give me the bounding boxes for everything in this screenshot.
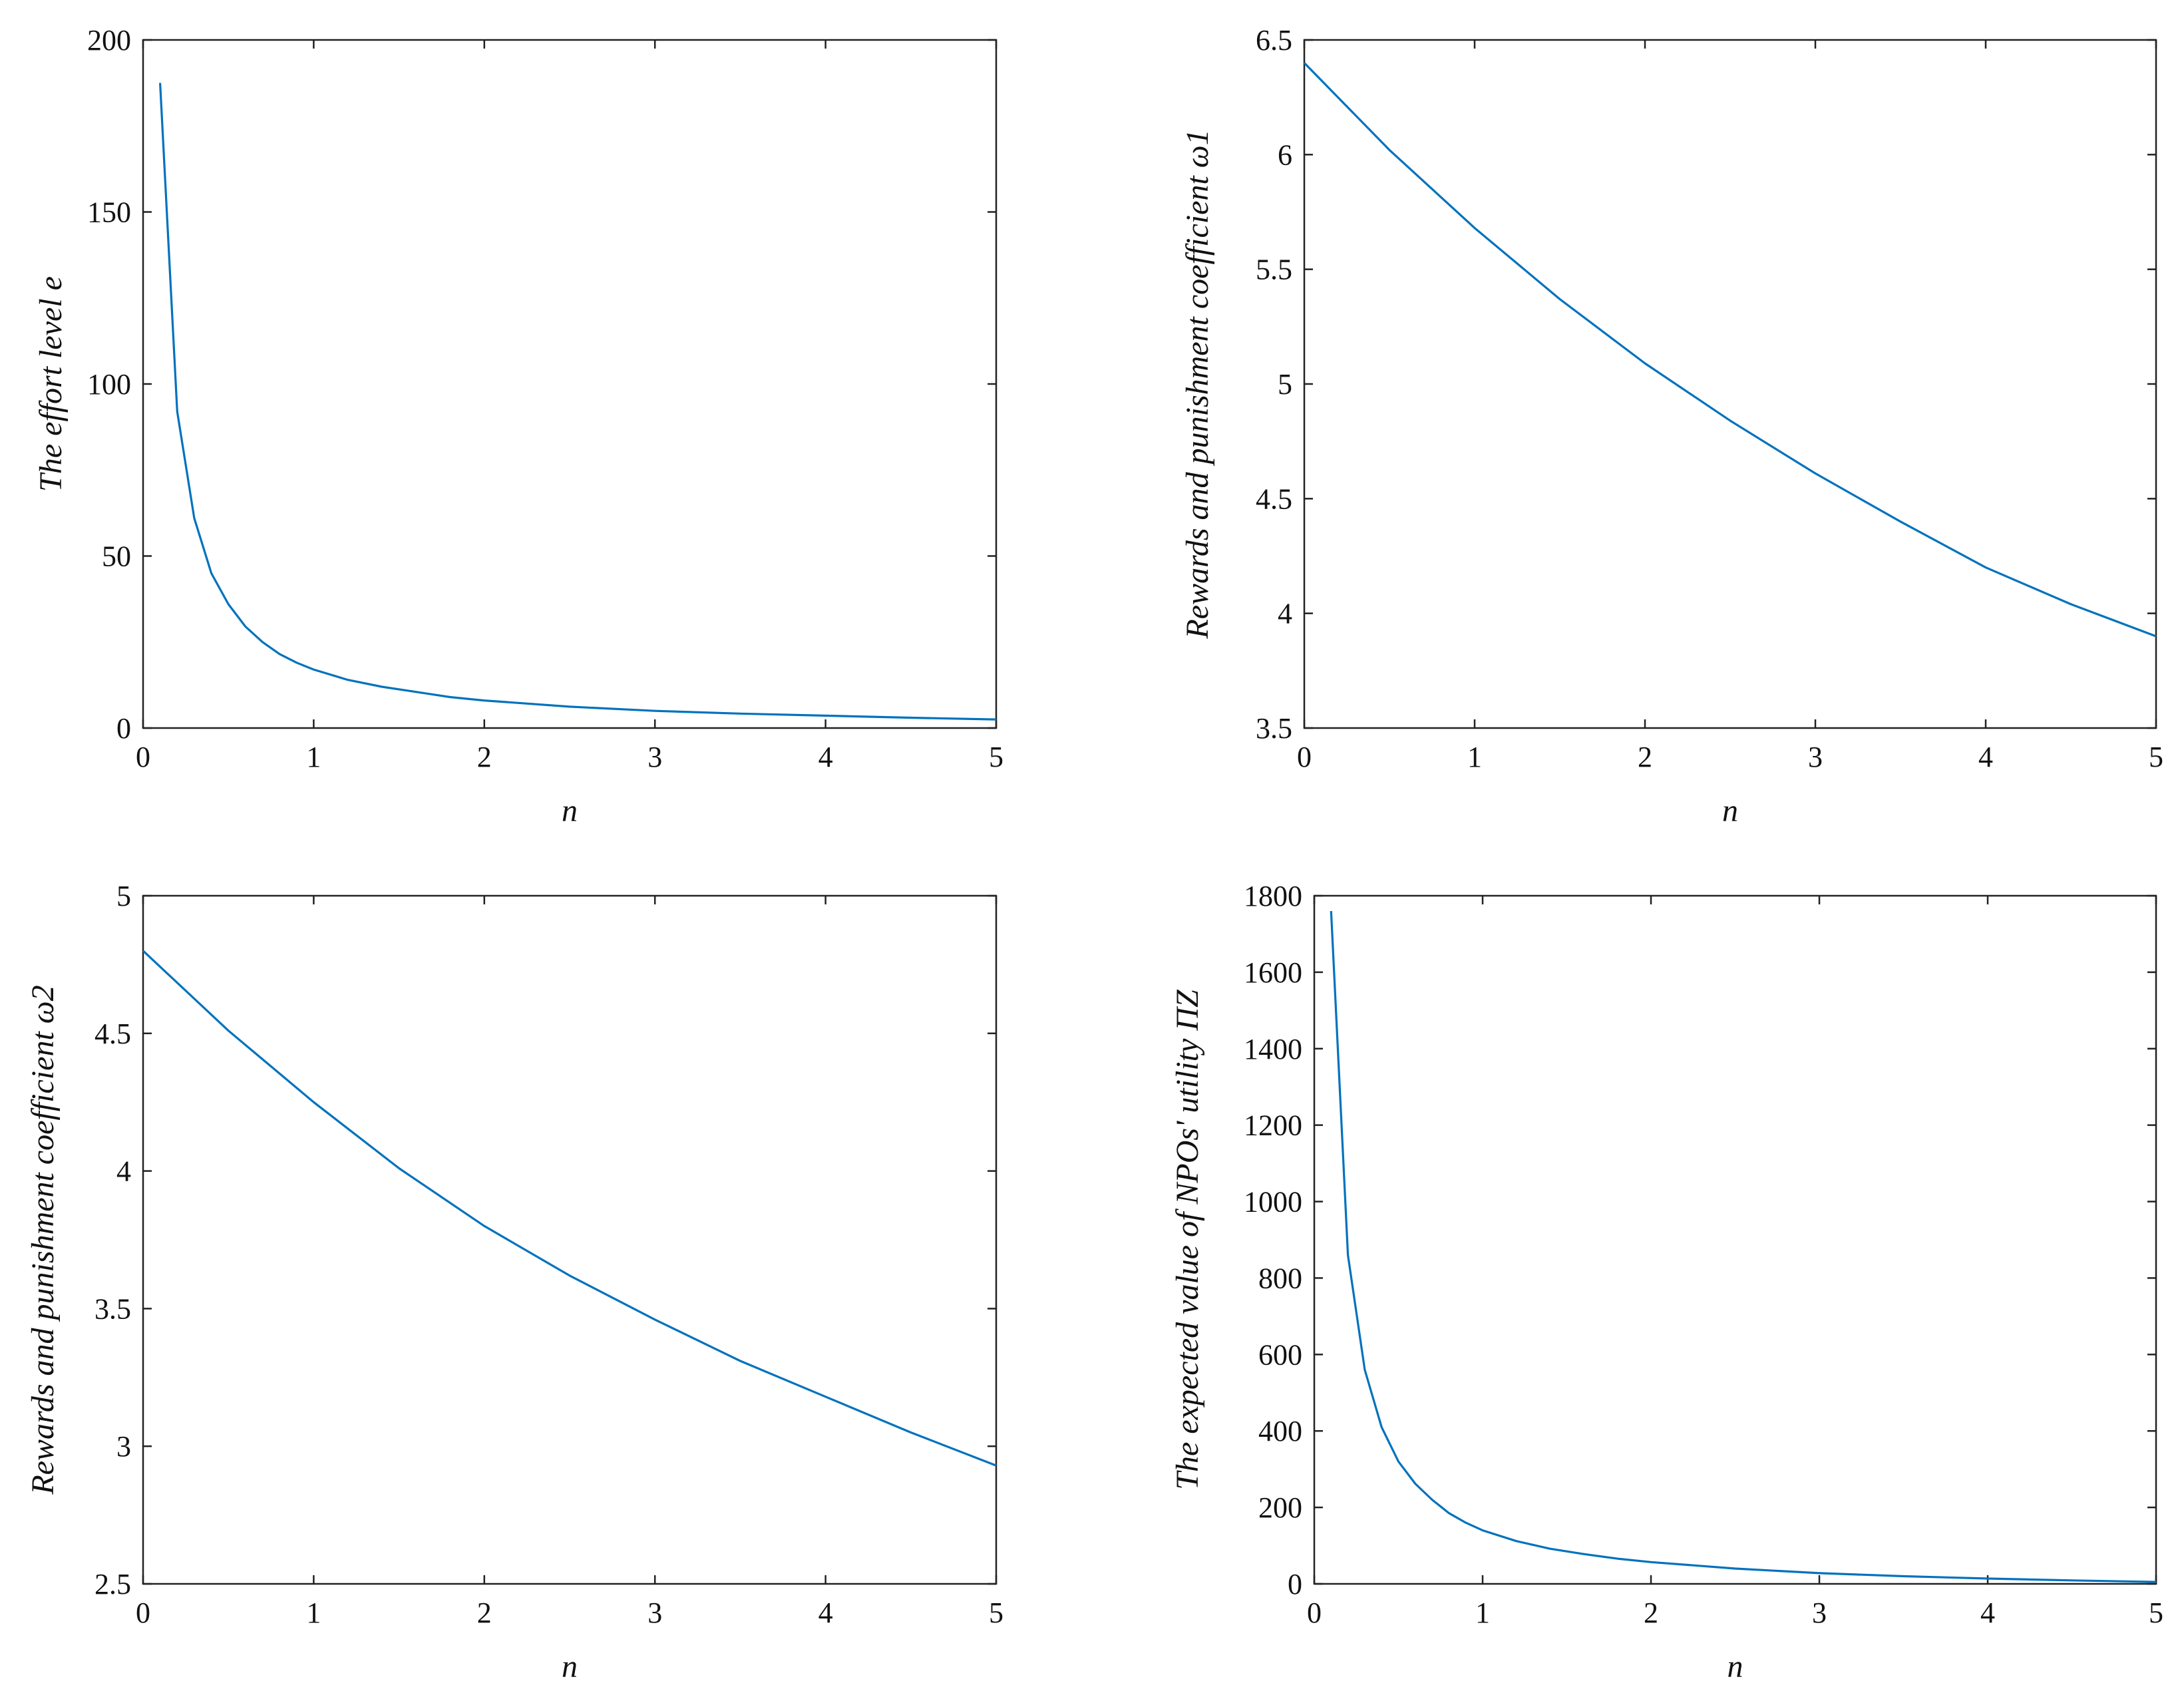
series-line-1: [1330, 910, 2157, 1583]
y-axis-label: Rewards and punishment coefficient ω2: [25, 985, 61, 1495]
y-tick-label: 2.5: [94, 1568, 131, 1600]
y-tick-label: 5: [1278, 368, 1292, 401]
x-tick-label: 1: [1475, 1597, 1490, 1629]
x-tick-label: 5: [989, 1597, 1003, 1629]
x-tick-label: 3: [647, 741, 662, 773]
y-tick-label: 6: [1278, 138, 1292, 171]
x-tick-label: 2: [1644, 1597, 1658, 1629]
plot-area-frame: [142, 894, 998, 1585]
y-tick-label: 1600: [1244, 956, 1302, 989]
x-tick-label: 4: [819, 741, 833, 773]
plot-area-frame: [1313, 894, 2157, 1585]
x-tick-label: 0: [1307, 1597, 1322, 1629]
x-tick-label: 5: [2149, 741, 2163, 773]
plot-area-frame: [1303, 39, 2157, 729]
chart-panel-4: 0 1 2 3 4 5 0 200 400 600 800 1000 1200 1400 1600 1800 n…: [1170, 880, 2163, 1684]
x-tick-label: 3: [1808, 741, 1823, 773]
series-line-1: [1303, 62, 2157, 638]
x-tick-label: 2: [477, 1597, 492, 1629]
x-tick-label: 0: [1297, 741, 1312, 773]
y-axis-label: The effort level e: [33, 276, 69, 492]
x-axis-label: n: [1722, 793, 1738, 829]
y-tick-label: 5.5: [1256, 254, 1292, 286]
series-line-1: [159, 83, 997, 721]
x-tick-label: 4: [819, 1597, 833, 1629]
y-axis-label: The expected value of NPOs' utility ΠZ: [1170, 989, 1205, 1490]
y-tick-label: 200: [1258, 1491, 1302, 1524]
x-axis-label: n: [1728, 1649, 1743, 1684]
x-tick-label: 2: [477, 741, 492, 773]
y-tick-label: 1400: [1244, 1033, 1302, 1065]
x-tick-label: 1: [1467, 741, 1482, 773]
y-tick-label: 4: [1278, 598, 1292, 630]
y-tick-label: 6.5: [1256, 24, 1292, 57]
x-axis-label: n: [562, 1649, 578, 1684]
x-tick-label: 3: [647, 1597, 662, 1629]
y-tick-label: 150: [87, 196, 131, 229]
y-tick-label: 0: [116, 712, 131, 745]
chart-panel-2: 0 1 2 3 4 5 3.5 4 4.5 5 5.5 6 6.5 n Rewards and punish…: [1180, 24, 2163, 829]
y-tick-label: 0: [1288, 1568, 1302, 1600]
x-axis-label: n: [562, 793, 578, 829]
plot-area-frame: [142, 39, 998, 729]
x-tick-label: 4: [1980, 1597, 1995, 1629]
y-tick-label: 4.5: [94, 1018, 131, 1050]
y-tick-label: 600: [1258, 1338, 1302, 1371]
x-tick-label: 5: [2149, 1597, 2163, 1629]
y-tick-label: 4: [116, 1155, 131, 1188]
y-tick-label: 100: [87, 368, 131, 401]
y-tick-label: 4.5: [1256, 482, 1292, 515]
y-tick-label: 400: [1258, 1415, 1302, 1447]
y-axis-label: Rewards and punishment coefficient ω1: [1180, 129, 1215, 639]
x-tick-label: 1: [306, 741, 321, 773]
x-tick-label: 0: [136, 1597, 150, 1629]
y-tick-label: 1200: [1244, 1109, 1302, 1142]
x-tick-label: 4: [1978, 741, 1993, 773]
x-tick-label: 3: [1812, 1597, 1827, 1629]
x-tick-label: 0: [136, 741, 150, 773]
y-tick-label: 1800: [1244, 880, 1302, 912]
series-line-1: [142, 950, 997, 1467]
y-tick-label: 1000: [1244, 1186, 1302, 1219]
x-tick-label: 2: [1638, 741, 1652, 773]
y-tick-label: 200: [87, 24, 131, 57]
y-tick-label: 5: [116, 880, 131, 912]
y-tick-label: 3.5: [1256, 712, 1292, 745]
x-tick-label: 1: [306, 1597, 321, 1629]
chart-panel-3: 0 1 2 3 4 5 2.5 3 3.5 4 4.5 5 n Rewards and punishmen…: [25, 880, 1003, 1684]
y-tick-label: 50: [102, 540, 131, 573]
y-tick-label: 3: [116, 1430, 131, 1463]
x-tick-label: 5: [989, 741, 1003, 773]
y-tick-label: 3.5: [94, 1292, 131, 1325]
y-tick-label: 800: [1258, 1262, 1302, 1294]
